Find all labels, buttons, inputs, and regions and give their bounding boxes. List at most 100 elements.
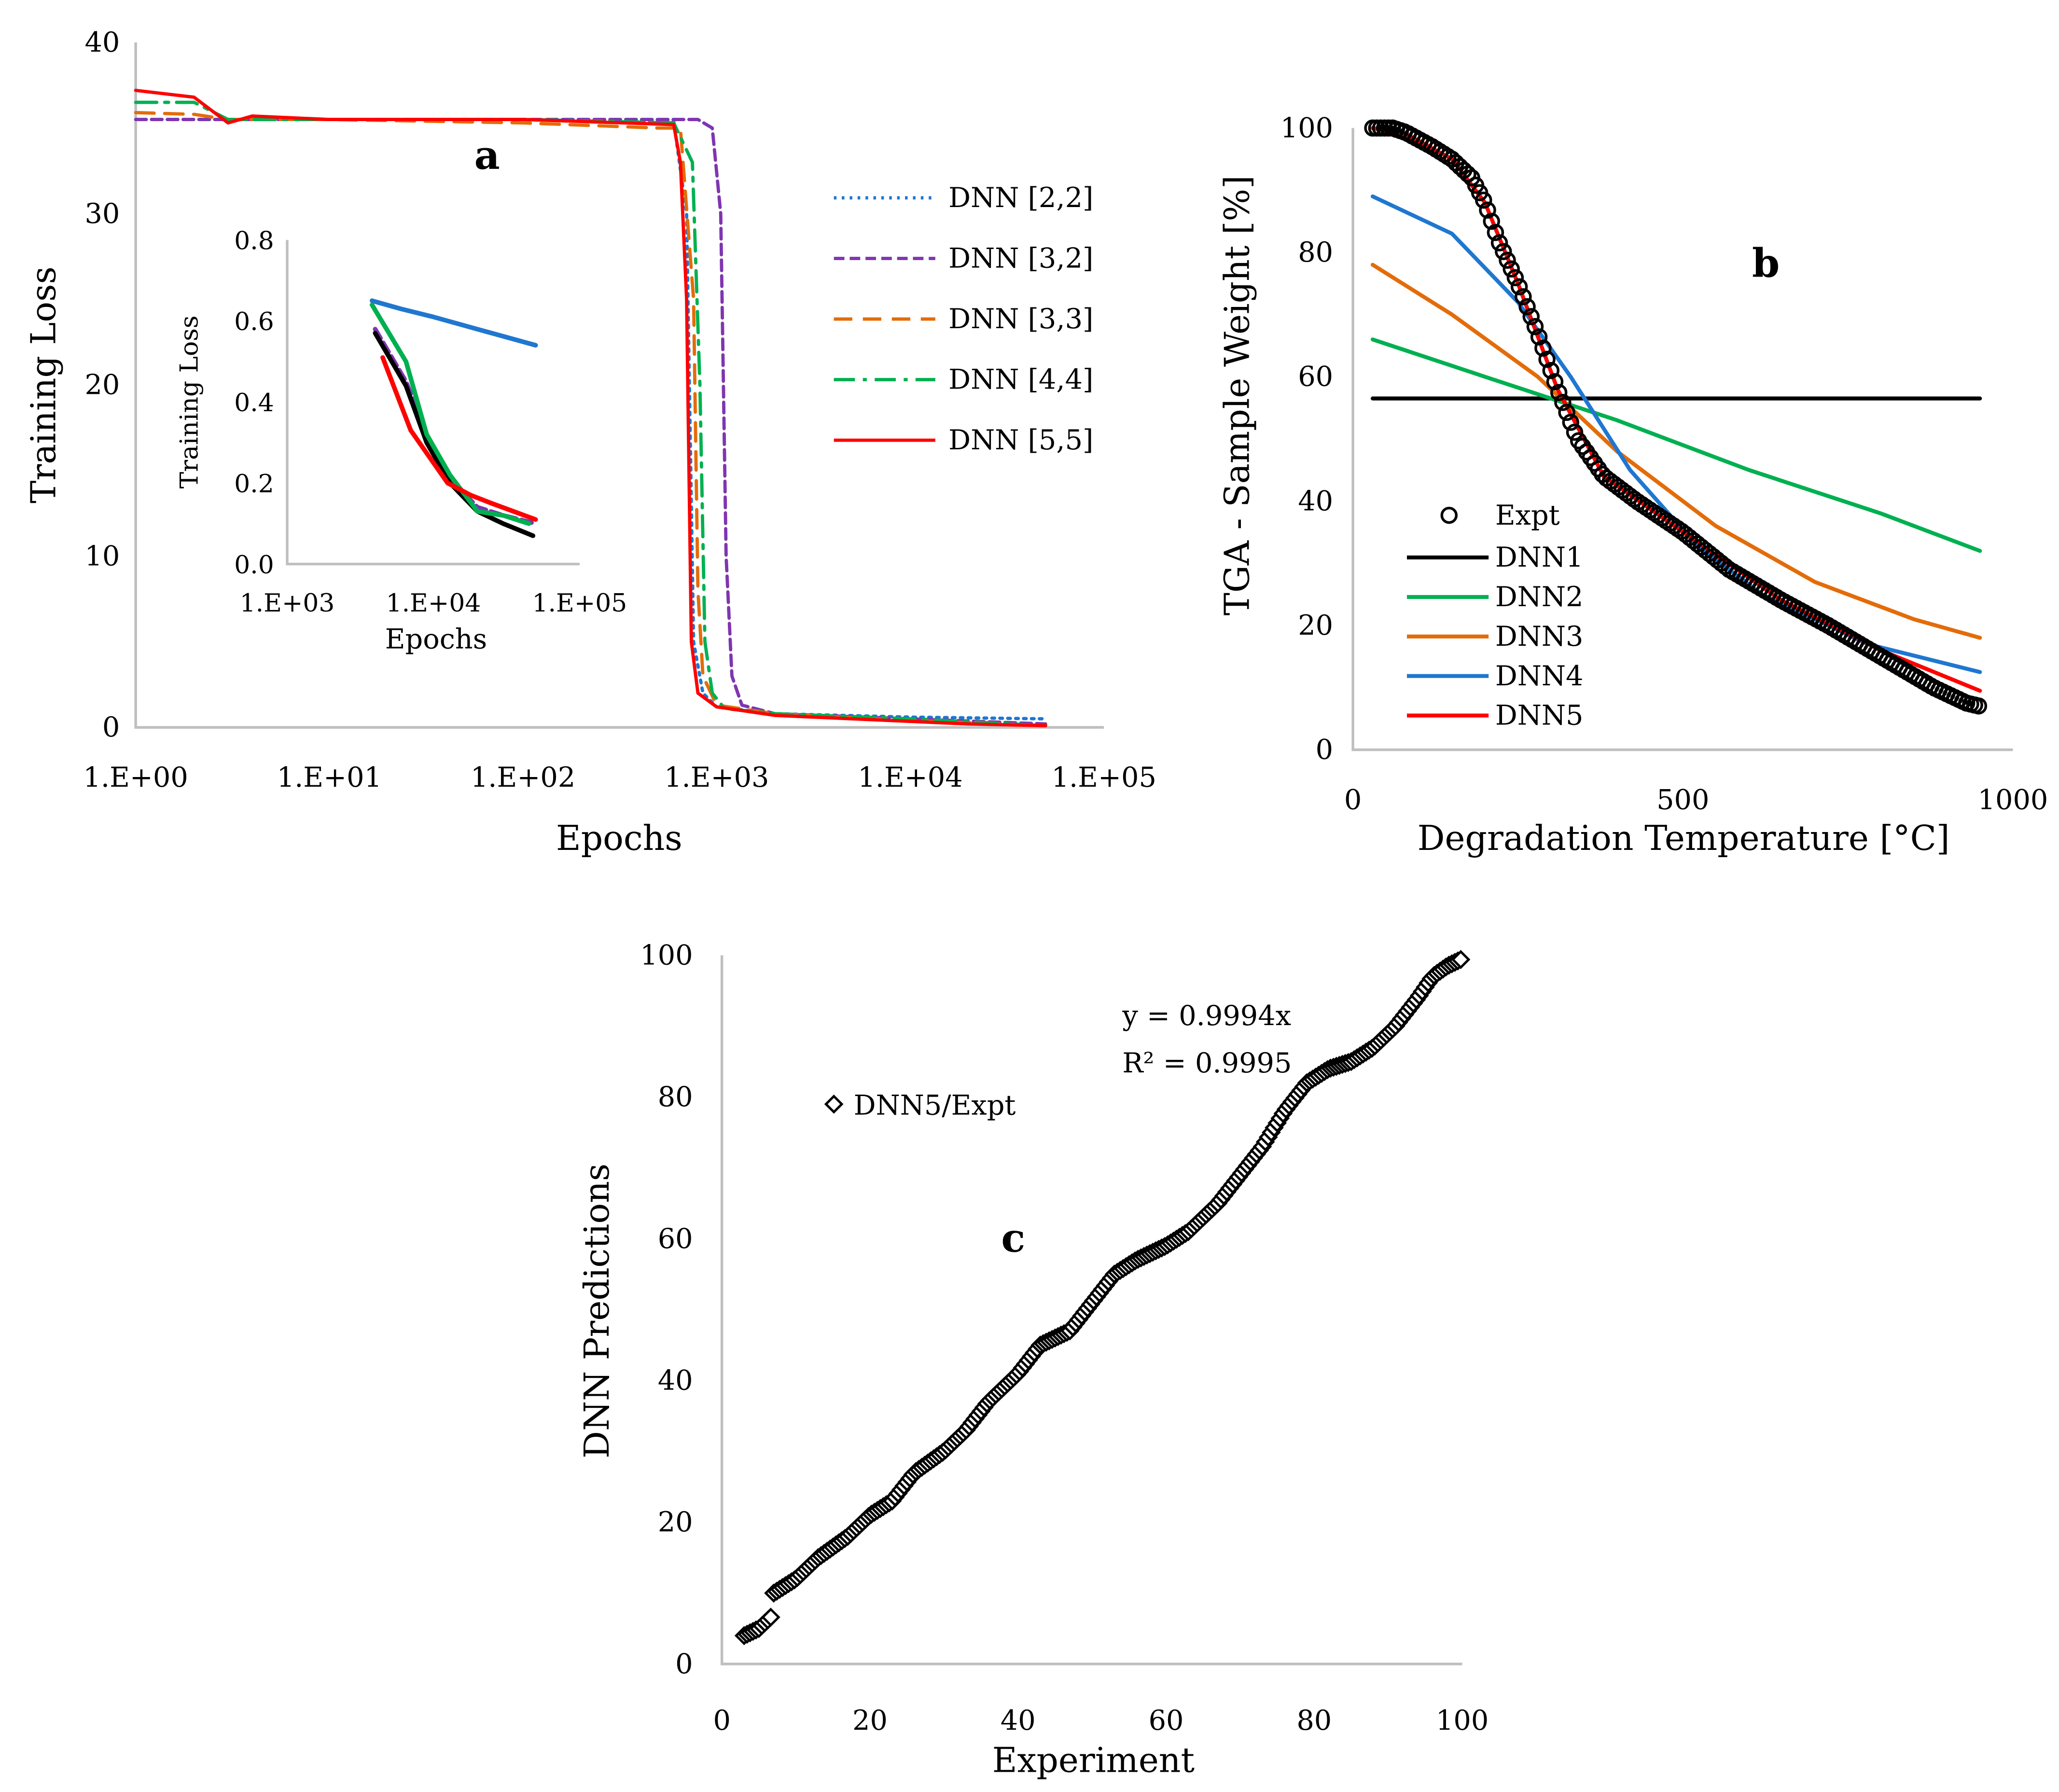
- expt-point: [1506, 269, 1524, 287]
- legend-label-DNN4: DNN4: [1495, 660, 1584, 692]
- series-line-DNN4: [1370, 194, 1982, 674]
- x-tick-label-c: 20: [852, 1704, 888, 1736]
- x-tick-label-c: 60: [1149, 1704, 1184, 1736]
- expt-point: [1970, 697, 1988, 715]
- y-tick-label-inset: 0.8: [234, 226, 274, 255]
- scatter-point: [1451, 950, 1471, 969]
- x-axis-label-a: Epochs: [556, 818, 682, 858]
- y-tick-label-inset: 0.2: [234, 470, 274, 499]
- legend-label-DNN3: DNN3: [1495, 620, 1584, 653]
- expt-point: [1499, 251, 1516, 269]
- expt-point: [1459, 165, 1476, 183]
- x-tick-label-b: 1000: [1978, 783, 2048, 816]
- y-axis-label-c: DNN Predictions: [577, 1164, 617, 1459]
- expt-point: [1515, 288, 1532, 306]
- inset-series-line-DNN44: [369, 302, 531, 526]
- expt-point: [1534, 339, 1552, 357]
- series-line-DNN3: [1370, 263, 1982, 640]
- y-tick-label-b: 60: [1298, 361, 1333, 393]
- legend-label: DNN [4,4]: [948, 363, 1093, 396]
- expt-point: [1479, 201, 1496, 219]
- y-tick-label-inset: 0.6: [234, 307, 274, 336]
- legend-marker-expt: [1440, 506, 1458, 524]
- expt-point: [1510, 278, 1528, 295]
- series-line-DNN5: [1370, 126, 1982, 693]
- y-tick-label-b: 40: [1298, 485, 1333, 517]
- expt-point: [1522, 308, 1540, 325]
- expt-point: [1490, 234, 1508, 251]
- y-tick-label-b: 20: [1298, 609, 1333, 641]
- series-line-DNN2: [1370, 337, 1982, 553]
- y-tick-label-c: 80: [658, 1081, 693, 1113]
- series-line-DNN33: [134, 111, 1047, 728]
- legend-label-expt: Expt: [1495, 499, 1560, 531]
- x-tick-label-a: 1.E+03: [664, 761, 769, 793]
- legend-label-DNN1: DNN1: [1495, 541, 1584, 573]
- expt-point: [1495, 243, 1512, 260]
- y-tick-label-c: 40: [658, 1364, 693, 1396]
- panel-c: c Experiment DNN Predictions y = 0.9994x…: [577, 939, 1489, 1780]
- x-tick-label-c: 40: [1001, 1704, 1036, 1736]
- y-axis-label-b: TGA - Sample Weight [%]: [1217, 175, 1257, 615]
- expt-point: [1558, 403, 1575, 421]
- y-tick-label-a: 20: [84, 369, 120, 401]
- inset-series-line-DNN55: [380, 355, 538, 522]
- x-axis-label-b: Degradation Temperature [°C]: [1418, 818, 1950, 858]
- panel-label-c: c: [1001, 1215, 1025, 1261]
- trendline-equation: y = 0.9994x: [1122, 1000, 1291, 1032]
- series-line-DNN22: [134, 118, 1047, 721]
- axes-a: [134, 42, 1104, 729]
- y-tick-label-a: 0: [102, 711, 120, 743]
- axes-b: [1351, 128, 2013, 751]
- panel-label-b: b: [1752, 240, 1780, 287]
- x-tick-label-c: 100: [1436, 1704, 1489, 1736]
- y-tick-label-c: 0: [675, 1648, 693, 1680]
- expt-point: [1487, 223, 1504, 241]
- expt-point: [1550, 384, 1568, 401]
- y-tick-label-c: 20: [658, 1506, 693, 1538]
- y-tick-label-inset: 0.0: [234, 551, 274, 580]
- legend-marker-dnn5-expt: [824, 1094, 844, 1114]
- expt-point: [1542, 361, 1560, 379]
- series-line-DNN32: [134, 118, 1047, 726]
- y-tick-label-inset: 0.4: [234, 389, 274, 417]
- r-squared: R² = 0.9995: [1122, 1047, 1292, 1079]
- axes-inset: [286, 240, 580, 566]
- y-tick-label-c: 100: [640, 939, 693, 971]
- expt-point: [1554, 394, 1572, 411]
- x-tick-label-a: 1.E+02: [471, 761, 575, 793]
- expt-point: [1530, 328, 1548, 346]
- y-tick-label-b: 100: [1280, 111, 1333, 144]
- inset-series-line-DNN33: [373, 331, 536, 538]
- inset-series-line-DNN32: [373, 327, 538, 526]
- x-tick-label-a: 1.E+05: [1051, 761, 1156, 793]
- expt-point: [1546, 373, 1564, 390]
- x-tick-label-inset: 1.E+04: [386, 589, 481, 618]
- legend-label: DNN [3,3]: [948, 303, 1093, 335]
- inset-x-axis-label: Epochs: [385, 623, 487, 655]
- x-tick-label-b: 500: [1656, 783, 1709, 816]
- panel-a: a Epochs Training Loss Epochs Training L…: [24, 26, 1156, 858]
- expt-point: [1503, 260, 1520, 278]
- x-tick-label-inset: 1.E+03: [240, 589, 335, 618]
- expt-point: [1526, 318, 1544, 335]
- legend-label-dnn5-expt: DNN5/Expt: [854, 1089, 1016, 1122]
- scatter-point: [761, 1607, 780, 1627]
- expt-point: [1566, 423, 1584, 441]
- y-tick-label-c: 60: [658, 1222, 693, 1255]
- y-tick-label-b: 0: [1316, 734, 1333, 766]
- x-tick-label-c: 0: [713, 1704, 730, 1736]
- y-tick-label-a: 40: [84, 26, 120, 58]
- y-tick-label-a: 10: [84, 540, 120, 572]
- inset-series-line-DNN22: [369, 298, 538, 348]
- y-tick-label-a: 30: [84, 197, 120, 230]
- x-tick-label-c: 80: [1296, 1704, 1332, 1736]
- panel-b: b Degradation Temperature [°C] TGA - Sam…: [1217, 111, 2048, 858]
- x-tick-label-a: 1.E+00: [83, 761, 188, 793]
- y-tick-label-b: 80: [1298, 236, 1333, 268]
- legend-label: DNN [3,2]: [948, 242, 1093, 275]
- expt-point: [1538, 350, 1556, 368]
- x-tick-label-b: 0: [1344, 783, 1362, 816]
